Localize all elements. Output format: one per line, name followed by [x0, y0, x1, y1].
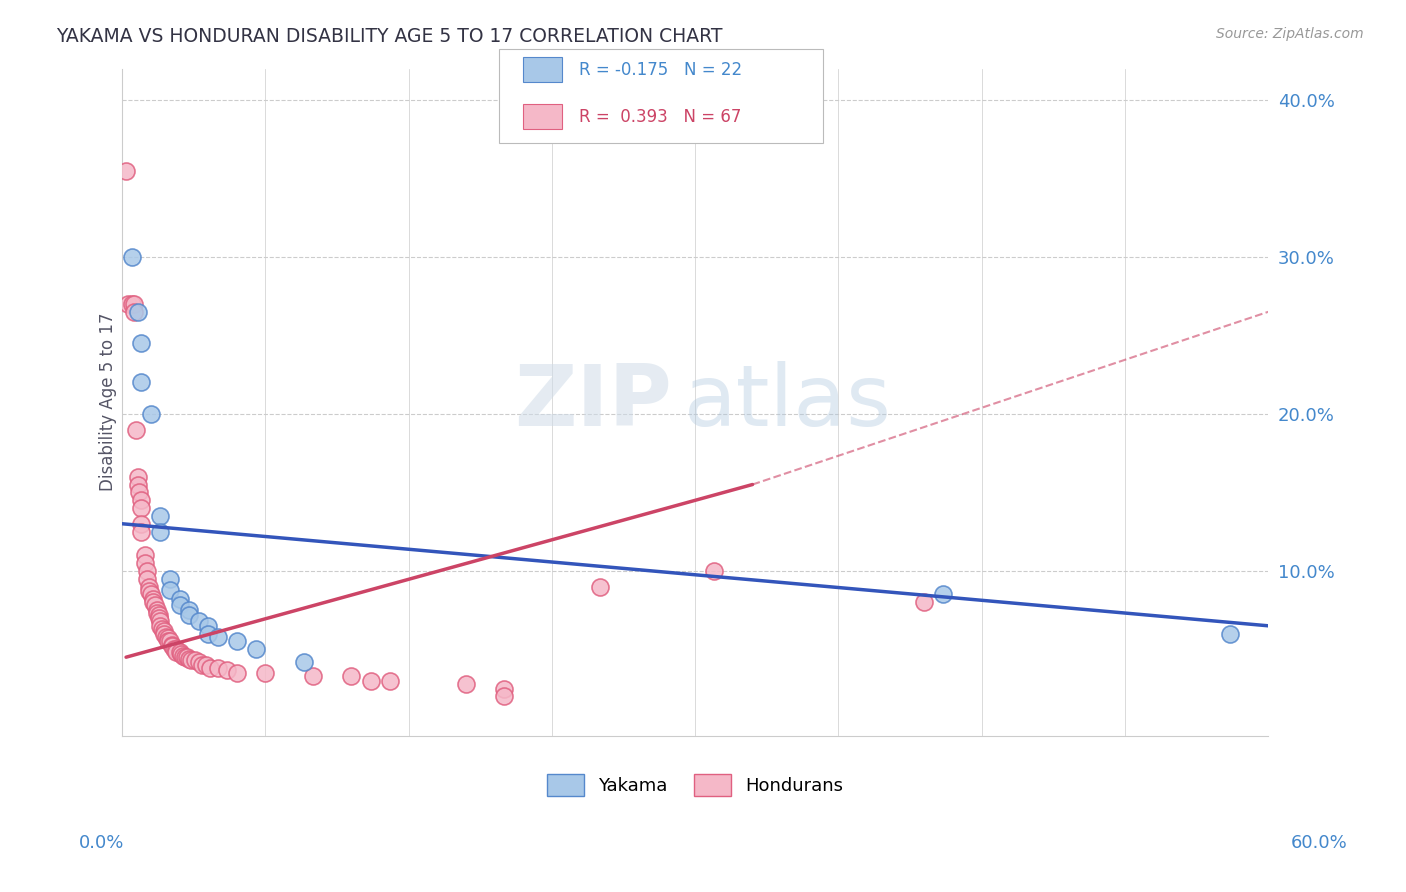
Point	[124, 423, 146, 437]
Point	[177, 603, 200, 617]
Point	[187, 655, 209, 669]
Point	[174, 650, 197, 665]
Point	[292, 655, 315, 669]
Point	[163, 642, 186, 657]
Text: YAKAMA VS HONDURAN DISABILITY AGE 5 TO 17 CORRELATION CHART: YAKAMA VS HONDURAN DISABILITY AGE 5 TO 1…	[56, 27, 723, 45]
Point	[165, 645, 187, 659]
Point	[149, 614, 172, 628]
Point	[160, 638, 183, 652]
Point	[159, 582, 181, 597]
Point	[340, 669, 363, 683]
Point	[159, 634, 181, 648]
Point	[217, 663, 239, 677]
Point	[454, 677, 477, 691]
Y-axis label: Disability Age 5 to 17: Disability Age 5 to 17	[100, 313, 117, 491]
Text: R =  0.393   N = 67: R = 0.393 N = 67	[579, 108, 741, 126]
Text: Source: ZipAtlas.com: Source: ZipAtlas.com	[1216, 27, 1364, 41]
Point	[153, 624, 176, 638]
Point	[225, 665, 247, 680]
Point	[207, 661, 229, 675]
Point	[177, 607, 200, 622]
Point	[131, 501, 153, 516]
Point	[131, 524, 153, 539]
Point	[360, 673, 382, 688]
Point	[139, 407, 162, 421]
Point	[128, 485, 150, 500]
Point	[207, 630, 229, 644]
Point	[184, 653, 207, 667]
Point	[177, 652, 200, 666]
Point	[176, 650, 198, 665]
Point	[155, 630, 177, 644]
Point	[160, 639, 183, 653]
Point	[136, 564, 159, 578]
Point	[302, 669, 325, 683]
Point	[134, 548, 156, 562]
Text: 60.0%: 60.0%	[1291, 834, 1347, 852]
Text: ZIP: ZIP	[515, 360, 672, 443]
Point	[142, 595, 165, 609]
Point	[145, 603, 167, 617]
Point	[195, 658, 218, 673]
Point	[143, 599, 166, 613]
Point	[134, 556, 156, 570]
Point	[153, 626, 176, 640]
Point	[149, 524, 172, 539]
Text: 0.0%: 0.0%	[79, 834, 124, 852]
Point	[165, 642, 187, 657]
Point	[122, 297, 145, 311]
Point	[139, 587, 162, 601]
Point	[245, 642, 267, 657]
Point	[912, 595, 935, 609]
Point	[589, 580, 612, 594]
Point	[145, 606, 167, 620]
Point	[172, 648, 194, 663]
Point	[149, 508, 172, 523]
Point	[127, 469, 149, 483]
Point	[932, 587, 955, 601]
Point	[1219, 626, 1241, 640]
Point	[138, 580, 160, 594]
Point	[180, 653, 202, 667]
Point	[157, 632, 180, 646]
Point	[187, 614, 209, 628]
Point	[198, 661, 221, 675]
Point	[159, 572, 181, 586]
Point	[131, 336, 153, 351]
Point	[169, 599, 191, 613]
Point	[148, 607, 170, 622]
Point	[127, 477, 149, 491]
Point	[197, 619, 219, 633]
Point	[131, 516, 153, 531]
Text: R = -0.175   N = 22: R = -0.175 N = 22	[579, 61, 742, 78]
Point	[225, 634, 247, 648]
Point	[138, 584, 160, 599]
Point	[494, 690, 516, 704]
Point	[131, 493, 153, 508]
Point	[494, 681, 516, 696]
Point	[197, 626, 219, 640]
Point	[127, 305, 149, 319]
Point	[117, 297, 139, 311]
Point	[703, 564, 725, 578]
Point	[169, 645, 191, 659]
Point	[142, 592, 165, 607]
Point	[170, 647, 193, 661]
Point	[378, 673, 401, 688]
Text: atlas: atlas	[683, 360, 891, 443]
Point	[121, 250, 143, 264]
Point	[115, 163, 138, 178]
Point	[150, 622, 173, 636]
Point	[131, 376, 153, 390]
Legend: Yakama, Hondurans: Yakama, Hondurans	[540, 767, 851, 804]
Point	[149, 619, 172, 633]
Point	[254, 665, 277, 680]
Point	[148, 611, 170, 625]
Point	[136, 572, 159, 586]
Point	[157, 634, 180, 648]
Point	[122, 305, 145, 319]
Point	[169, 592, 191, 607]
Point	[191, 658, 214, 673]
Point	[121, 297, 143, 311]
